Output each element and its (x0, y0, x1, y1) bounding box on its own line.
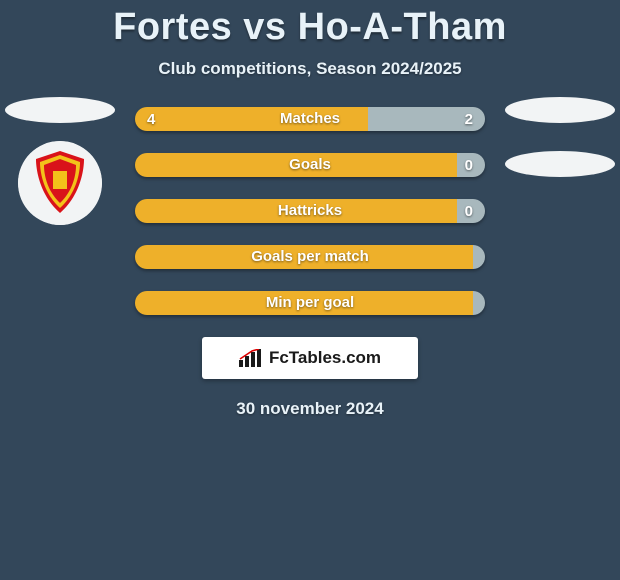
footer-brand-text: FcTables.com (269, 348, 381, 368)
stat-bar: 0Goals (135, 153, 485, 177)
stat-bar-right-segment (473, 245, 485, 269)
stat-bar-left-segment (135, 153, 457, 177)
stat-bar: Min per goal (135, 291, 485, 315)
footer-logo[interactable]: FcTables.com (202, 337, 418, 379)
comparison-section: 42Matches0Goals0HattricksGoals per match… (0, 107, 620, 315)
stat-bar-right-segment: 0 (457, 153, 485, 177)
stat-bar: 42Matches (135, 107, 485, 131)
player-left-column (5, 97, 115, 225)
bar-chart-icon (239, 349, 265, 367)
page-title: Fortes vs Ho-A-Tham (0, 0, 620, 49)
stat-bar-left-segment: 4 (135, 107, 368, 131)
player-left-club-badge (18, 141, 102, 225)
shield-badge-icon (18, 141, 102, 225)
player-left-avatar (5, 97, 115, 123)
player-right-avatar (505, 97, 615, 123)
stat-right-value: 2 (465, 111, 473, 128)
stat-bar: 0Hattricks (135, 199, 485, 223)
stat-bar-left-segment (135, 291, 473, 315)
stat-bar-left-segment (135, 199, 457, 223)
stat-bar-right-segment: 2 (368, 107, 485, 131)
stat-right-value: 0 (465, 157, 473, 174)
stat-bar-right-segment: 0 (457, 199, 485, 223)
stat-bars-container: 42Matches0Goals0HattricksGoals per match… (135, 107, 485, 315)
player-right-club-badge (505, 151, 615, 177)
stat-bar-right-segment (473, 291, 485, 315)
stat-left-value: 4 (147, 111, 155, 128)
stat-bar: Goals per match (135, 245, 485, 269)
footer-date: 30 november 2024 (0, 399, 620, 419)
subtitle: Club competitions, Season 2024/2025 (0, 59, 620, 79)
stat-bar-left-segment (135, 245, 473, 269)
stat-right-value: 0 (465, 203, 473, 220)
player-right-column (505, 97, 615, 177)
